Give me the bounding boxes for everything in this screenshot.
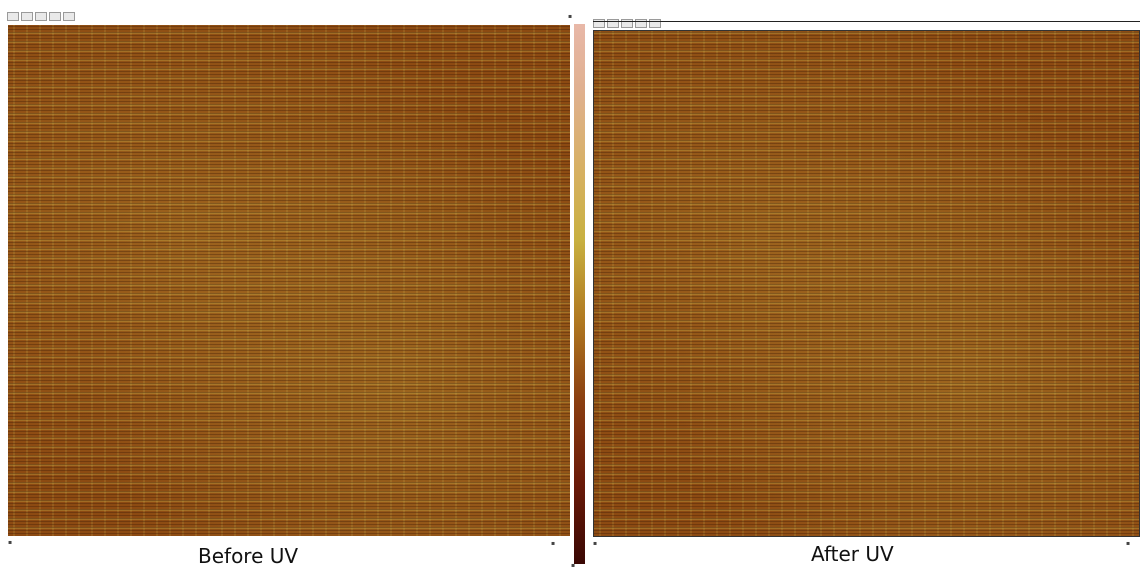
scale-tick-top: ▪ (568, 13, 573, 20)
export-tool-button[interactable] (649, 19, 661, 28)
zoom-tool-button[interactable] (607, 19, 619, 28)
axis-mark-before-right: ▪ (551, 540, 556, 547)
image-toolbar-after (593, 19, 661, 28)
afm-image-before-uv (8, 25, 570, 536)
pointer-tool-button[interactable] (593, 19, 605, 28)
axis-mark-before-left: ▪ (8, 539, 13, 546)
zoom-tool-button[interactable] (21, 12, 33, 21)
axis-mark-after-left: ▪ (593, 540, 598, 547)
caption-after-uv: After UV (811, 542, 894, 566)
scale-tick-bottom: ▪ (571, 562, 576, 569)
height-color-scale (574, 24, 585, 564)
section-tool-button[interactable] (49, 12, 61, 21)
afm-image-after-uv (593, 30, 1140, 537)
after-frame-top (593, 21, 1140, 22)
measure-tool-button[interactable] (621, 19, 633, 28)
pointer-tool-button[interactable] (7, 12, 19, 21)
image-toolbar-before (7, 12, 75, 21)
section-tool-button[interactable] (635, 19, 647, 28)
caption-before-uv: Before UV (198, 544, 299, 568)
export-tool-button[interactable] (63, 12, 75, 21)
measure-tool-button[interactable] (35, 12, 47, 21)
axis-mark-after-right: ▪ (1126, 540, 1131, 547)
